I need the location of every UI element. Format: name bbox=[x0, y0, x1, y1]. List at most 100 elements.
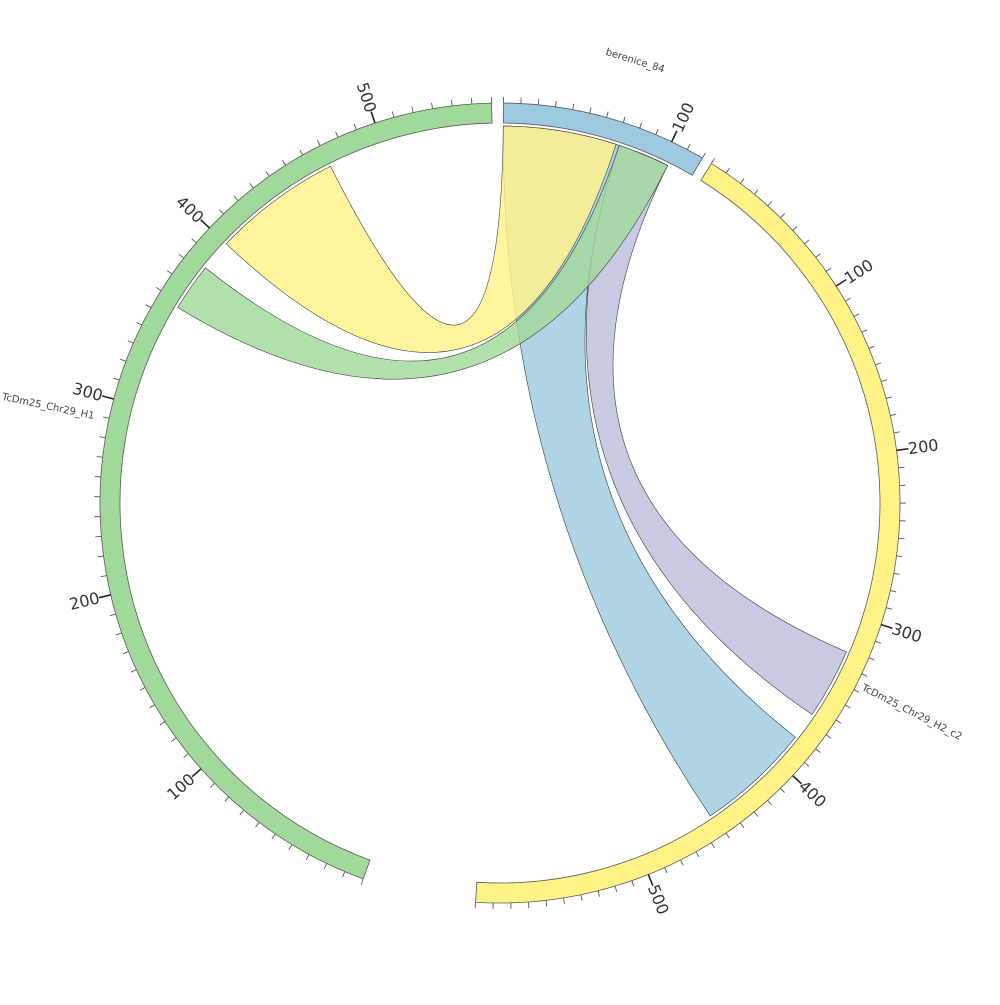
minor-tick bbox=[726, 168, 729, 173]
minor-tick bbox=[836, 720, 841, 723]
minor-tick bbox=[702, 153, 705, 158]
minor-tick bbox=[781, 214, 785, 218]
major-tick bbox=[201, 220, 210, 228]
minor-tick bbox=[95, 536, 101, 537]
minor-tick bbox=[266, 171, 269, 176]
minor-tick bbox=[256, 822, 260, 827]
minor-tick bbox=[563, 898, 564, 904]
minor-tick bbox=[754, 812, 758, 817]
minor-tick bbox=[816, 254, 821, 258]
minor-tick bbox=[97, 457, 103, 458]
minor-tick bbox=[556, 101, 557, 107]
major-tick bbox=[192, 769, 201, 777]
minor-tick bbox=[894, 573, 900, 574]
minor-tick bbox=[816, 749, 821, 753]
major-tick bbox=[897, 449, 909, 451]
minor-tick bbox=[768, 800, 772, 804]
minor-tick bbox=[780, 788, 784, 792]
minor-tick bbox=[361, 879, 363, 885]
minor-tick bbox=[101, 576, 107, 577]
minor-tick bbox=[680, 860, 683, 865]
minor-tick bbox=[826, 735, 831, 738]
minor-tick bbox=[862, 674, 867, 677]
minor-tick bbox=[98, 556, 104, 557]
minor-tick bbox=[146, 305, 151, 308]
minor-tick bbox=[573, 104, 574, 110]
minor-tick bbox=[896, 556, 902, 557]
minor-tick bbox=[234, 196, 238, 201]
minor-tick bbox=[131, 670, 136, 673]
minor-tick bbox=[854, 690, 859, 693]
minor-tick bbox=[179, 254, 184, 258]
minor-tick bbox=[598, 891, 599, 897]
minor-tick bbox=[726, 833, 729, 838]
tick-label: 100 bbox=[841, 255, 877, 288]
minor-tick bbox=[607, 112, 609, 118]
minor-tick bbox=[845, 298, 850, 301]
minor-tick bbox=[869, 346, 875, 348]
minor-tick bbox=[116, 633, 122, 635]
minor-tick bbox=[898, 538, 904, 539]
minor-tick bbox=[696, 852, 699, 857]
minor-tick bbox=[581, 895, 582, 901]
minor-tick bbox=[875, 363, 881, 365]
tick-label: 200 bbox=[67, 588, 101, 614]
minor-tick bbox=[225, 797, 229, 801]
minor-tick bbox=[160, 722, 165, 725]
minor-tick bbox=[826, 268, 831, 271]
minor-tick bbox=[167, 271, 172, 274]
minor-tick bbox=[805, 240, 810, 244]
minor-tick bbox=[210, 783, 214, 787]
minor-tick bbox=[632, 881, 634, 887]
minor-tick bbox=[219, 210, 223, 214]
minor-tick bbox=[711, 843, 714, 848]
tick-label: 300 bbox=[70, 379, 104, 405]
minor-tick bbox=[103, 417, 109, 418]
tick-label: 500 bbox=[644, 882, 673, 917]
minor-tick bbox=[854, 314, 859, 317]
minor-tick bbox=[768, 201, 772, 205]
minor-tick bbox=[149, 705, 154, 708]
minor-tick bbox=[845, 705, 850, 708]
minor-tick bbox=[656, 129, 658, 135]
minor-tick bbox=[114, 378, 120, 380]
segment-name-label: TcDm25_Chr29_H2_c2 bbox=[859, 682, 964, 743]
minor-tick bbox=[240, 810, 244, 815]
major-tick bbox=[793, 776, 802, 784]
minor-tick bbox=[875, 641, 881, 643]
minor-tick bbox=[128, 341, 133, 343]
major-tick bbox=[836, 280, 846, 287]
major-tick bbox=[371, 112, 375, 123]
minor-tick bbox=[354, 124, 356, 130]
minor-tick bbox=[451, 100, 452, 106]
major-tick bbox=[102, 396, 114, 399]
minor-tick bbox=[890, 591, 896, 592]
minor-tick bbox=[156, 287, 161, 290]
major-tick bbox=[881, 625, 892, 629]
minor-tick bbox=[546, 900, 547, 906]
segment-name-label: berenice_84 bbox=[604, 47, 666, 75]
minor-tick bbox=[886, 608, 892, 610]
minor-tick bbox=[886, 397, 892, 399]
major-tick bbox=[672, 131, 677, 142]
minor-tick bbox=[538, 99, 539, 105]
minor-tick bbox=[640, 123, 642, 129]
minor-tick bbox=[894, 432, 900, 433]
tick-label: 500 bbox=[353, 80, 381, 115]
minor-tick bbox=[324, 864, 327, 869]
labels-layer: 100berenice_84100200300400500TcDm25_Chr2… bbox=[0, 47, 964, 917]
major-tick bbox=[99, 595, 111, 598]
minor-tick bbox=[754, 190, 758, 195]
minor-tick bbox=[412, 107, 413, 113]
minor-tick bbox=[336, 132, 338, 137]
minor-tick bbox=[171, 738, 176, 742]
minor-tick bbox=[140, 687, 145, 690]
minor-tick bbox=[110, 614, 116, 616]
minor-tick bbox=[432, 103, 433, 109]
tick-label: 200 bbox=[907, 435, 940, 458]
links-layer bbox=[178, 126, 847, 816]
tick-label: 300 bbox=[889, 619, 924, 646]
minor-tick bbox=[99, 437, 105, 438]
major-tick bbox=[648, 874, 652, 885]
